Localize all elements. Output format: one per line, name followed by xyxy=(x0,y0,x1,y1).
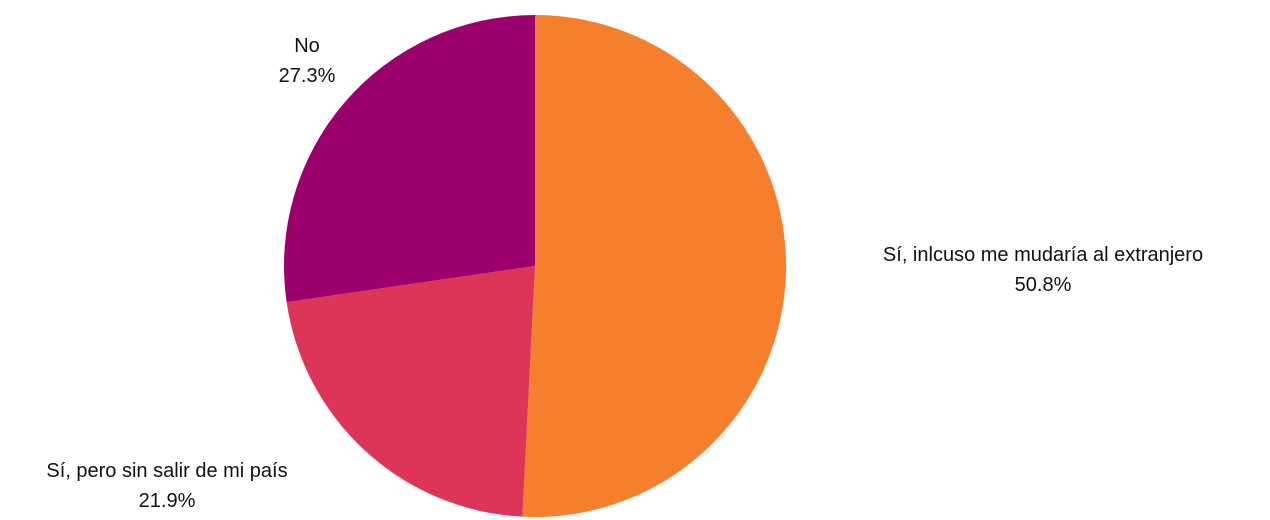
pie-slice-no xyxy=(284,15,535,303)
slice-value-label-no: 27.3% xyxy=(279,65,336,87)
pie-slice-si-pero-sin-salir-de-mi-pais xyxy=(286,266,535,517)
slice-label-si-pero-sin-salir-de-mi-pais: Sí, pero sin salir de mi país xyxy=(46,460,287,482)
pie-slice-si-inlcuso-me-mudaria-al-extranjero xyxy=(522,14,787,517)
slice-label-si-inlcuso-me-mudaria-al-extranjero: Sí, inlcuso me mudaría al extranjero xyxy=(883,244,1203,266)
pie-labels: Sí, inlcuso me mudaría al extranjero 50.8… xyxy=(46,35,1203,512)
slice-label-no: No xyxy=(294,35,320,57)
pie-slices xyxy=(284,14,787,517)
slice-value-label-si-pero-sin-salir-de-mi-pais: 21.9% xyxy=(139,490,196,512)
slice-value-label-si-inlcuso-me-mudaria-al-extranjero: 50.8% xyxy=(1015,274,1072,296)
